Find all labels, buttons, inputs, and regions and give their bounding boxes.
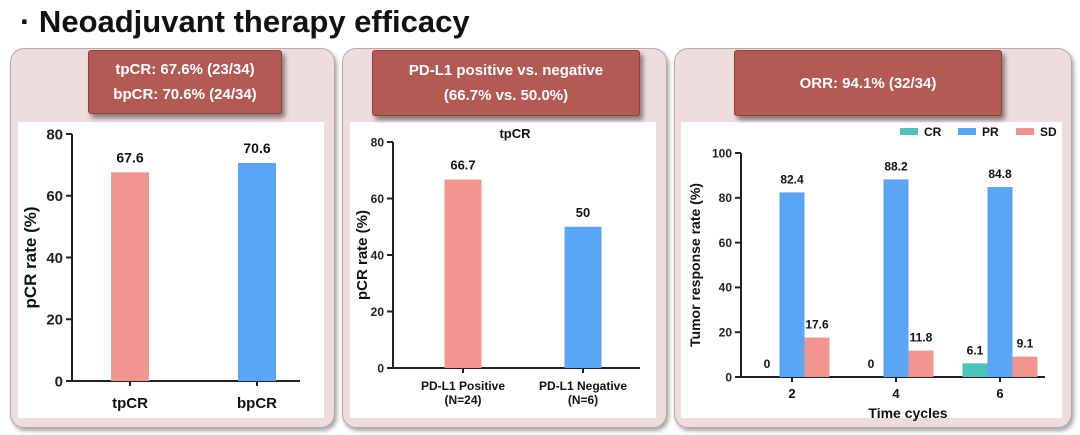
y-tick-label: 0 [377, 361, 384, 375]
data-label: 66.7 [450, 158, 475, 173]
bar [111, 172, 149, 381]
bar-pr [883, 179, 909, 377]
y-tick-label: 80 [719, 191, 733, 205]
x-tick-label: 2 [788, 386, 795, 401]
legend-label-cr: CR [924, 125, 942, 139]
y-tick-label: 60 [719, 236, 733, 250]
y-axis-label: pCR rate (%) [354, 210, 371, 300]
data-label: 17.6 [805, 318, 829, 332]
legend-swatch-cr [900, 128, 918, 135]
banner-orr: ORR: 94.1% (32/34) [734, 50, 1002, 116]
data-label: 88.2 [884, 159, 908, 173]
bar-sd [804, 337, 830, 377]
legend-swatch-pr [958, 128, 976, 135]
bar-sd [1012, 356, 1038, 377]
x-tick-label: bpCR [237, 395, 277, 412]
banner-line: bpCR: 70.6% (24/34) [113, 86, 257, 103]
y-axis-label: pCR rate (%) [21, 206, 40, 308]
y-tick-label: 20 [719, 326, 733, 340]
y-tick-label: 0 [725, 370, 732, 384]
x-tick-label: PD-L1 Negative [539, 379, 627, 393]
page-title: · Neoadjuvant therapy efficacy [20, 4, 470, 39]
y-tick-label: 40 [371, 248, 385, 262]
y-axis-label: Tumor response rate (%) [687, 183, 703, 347]
x-tick-label: tpCR [112, 395, 148, 412]
data-label: 84.8 [988, 167, 1012, 181]
data-label: 70.6 [243, 140, 270, 156]
x-tick-label: 6 [996, 386, 1003, 401]
y-tick-label: 60 [46, 188, 63, 205]
data-label: 50 [576, 205, 590, 220]
x-axis-label: Time cycles [868, 405, 947, 421]
data-label: 67.6 [116, 149, 143, 165]
banner-line: tpCR: 67.6% (23/34) [115, 61, 255, 78]
x-tick-label: PD-L1 Positive [421, 379, 505, 393]
bar [444, 179, 482, 368]
banner-line: PD-L1 positive vs. negative [408, 62, 604, 79]
bar-sd [908, 350, 934, 377]
data-label: 11.8 [910, 331, 933, 345]
y-tick-label: 20 [371, 305, 385, 319]
y-tick-label: 0 [55, 373, 63, 390]
chart-title: tpCR [499, 126, 531, 141]
data-label: 0 [764, 357, 771, 371]
banner-overall-pcr: tpCR: 67.6% (23/34) bpCR: 70.6% (24/34) [88, 50, 282, 114]
y-tick-label: 80 [371, 135, 385, 149]
y-tick-label: 40 [46, 250, 63, 267]
bar-cr [962, 363, 988, 377]
bar-pr [779, 192, 805, 377]
bar [564, 226, 602, 368]
x-tick-label: 4 [892, 386, 900, 401]
banner-pdl1-pcr: PD-L1 positive vs. negative (66.7% vs. 5… [372, 50, 640, 116]
data-label: 82.4 [780, 172, 804, 186]
y-tick-label: 20 [46, 312, 63, 329]
x-tick-label: (N=24) [444, 393, 481, 407]
data-label: 0 [868, 357, 875, 371]
bar-pr [987, 187, 1013, 377]
banner-line: (66.7% vs. 50.0%) [443, 87, 569, 104]
legend-label-sd: SD [1040, 125, 1057, 139]
legend-swatch-sd [1016, 128, 1034, 135]
y-tick-label: 80 [46, 126, 63, 143]
y-tick-label: 60 [371, 192, 385, 206]
y-tick-label: 40 [719, 281, 733, 295]
bar [238, 163, 276, 381]
y-tick-label: 100 [712, 146, 732, 160]
banner-line: ORR: 94.1% (32/34) [799, 74, 937, 92]
x-tick-label: (N=6) [568, 393, 598, 407]
legend-label-pr: PR [982, 125, 999, 139]
data-label: 9.1 [1017, 337, 1034, 351]
data-label: 6.1 [967, 343, 984, 357]
